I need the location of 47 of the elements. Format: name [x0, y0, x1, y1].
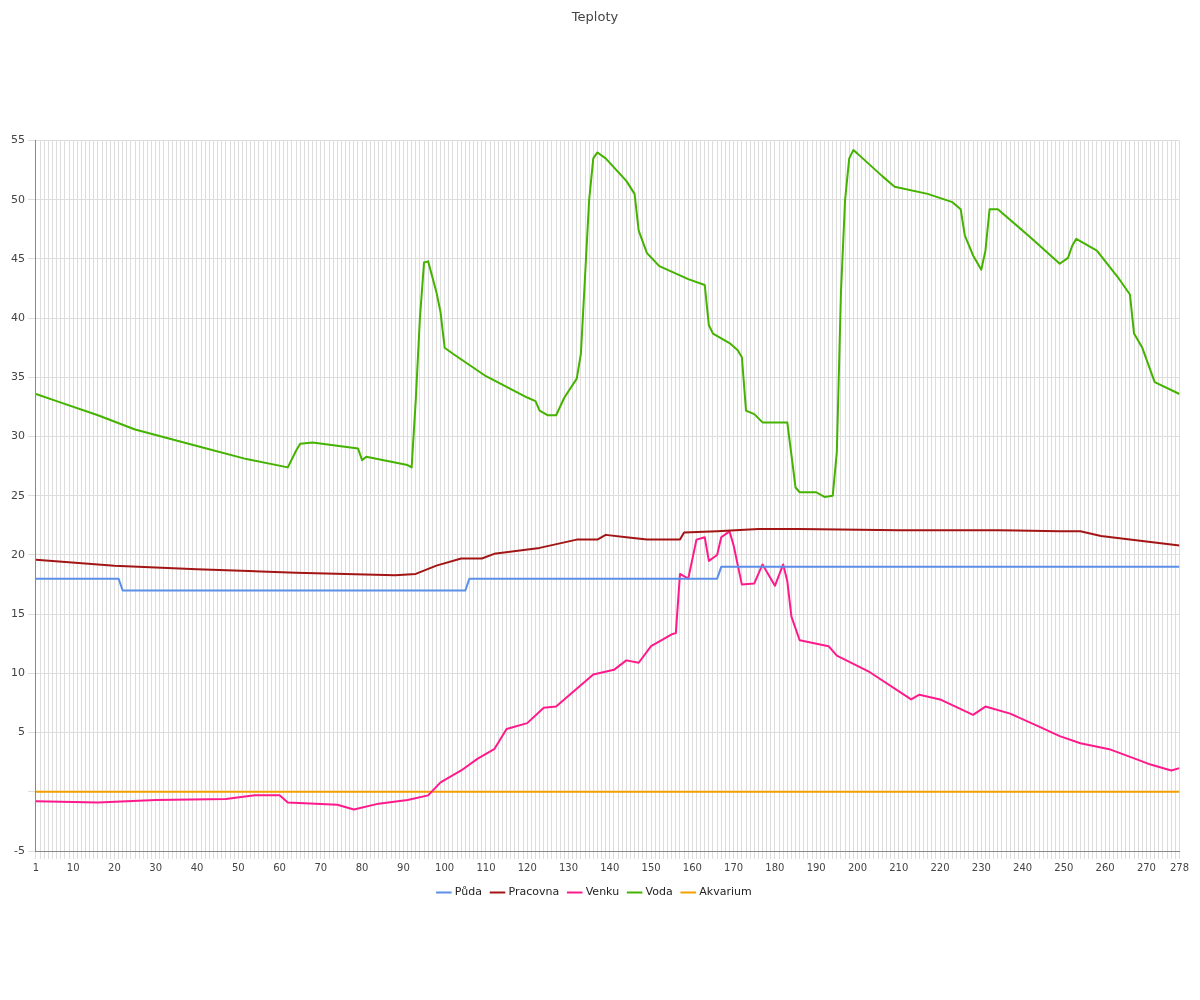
x-tick-label: 120	[517, 861, 537, 873]
x-tick-label: 190	[806, 861, 826, 873]
y-tick-label: 50	[11, 192, 25, 206]
x-tick-label: 200	[847, 861, 868, 873]
x-tick-label: 1	[32, 861, 40, 873]
x-tick-label: 70	[314, 861, 328, 873]
x-tick-label: 278	[1169, 861, 1189, 873]
y-tick-label: 55	[11, 133, 25, 147]
y-tick-label: 10	[11, 666, 25, 680]
legend-label: Půda	[454, 885, 482, 899]
x-tick-label: 130	[558, 861, 579, 873]
y-tick-label: -5	[14, 843, 25, 857]
x-tick-label: 20	[108, 861, 121, 873]
x-tick-label: 180	[765, 861, 785, 873]
y-tick-label: 15	[11, 607, 25, 621]
x-tick-label: 50	[231, 861, 245, 873]
y-tick-label: 45	[11, 251, 25, 265]
x-tick-label: 230	[971, 861, 991, 873]
legend-label: Akvarium	[699, 885, 752, 899]
y-tick-label: 5	[18, 725, 25, 739]
x-tick-label: 240	[1013, 861, 1033, 873]
legend-label: Pracovna	[508, 885, 560, 899]
y-tick-label: 30	[11, 429, 25, 443]
y-tick-label: 40	[11, 311, 25, 325]
y-tick-label: 20	[11, 547, 25, 561]
legend-label: Venku	[585, 885, 620, 899]
x-tick-label: 150	[641, 861, 661, 873]
y-tick-label: 35	[11, 370, 25, 384]
x-tick-label: 270	[1136, 861, 1156, 873]
y-tick-label: 25	[11, 488, 25, 502]
x-tick-label: 110	[476, 861, 496, 873]
legend-label: Voda	[645, 885, 673, 899]
x-tick-label: 160	[682, 861, 702, 873]
x-tick-label: 80	[355, 861, 369, 873]
x-tick-label: 60	[273, 861, 286, 873]
x-tick-label: 100	[435, 861, 455, 873]
x-tick-label: 220	[930, 861, 950, 873]
x-tick-label: 10	[66, 861, 80, 873]
x-tick-label: 260	[1095, 861, 1115, 873]
x-tick-label: 40	[190, 861, 204, 873]
chart-title: Teploty	[570, 9, 619, 25]
x-tick-label: 90	[397, 861, 410, 873]
x-tick-label: 170	[724, 861, 744, 873]
x-tick-label: 140	[600, 861, 620, 873]
x-tick-label: 30	[149, 861, 163, 873]
x-tick-label: 250	[1054, 861, 1074, 873]
x-tick-label: 210	[889, 861, 909, 873]
